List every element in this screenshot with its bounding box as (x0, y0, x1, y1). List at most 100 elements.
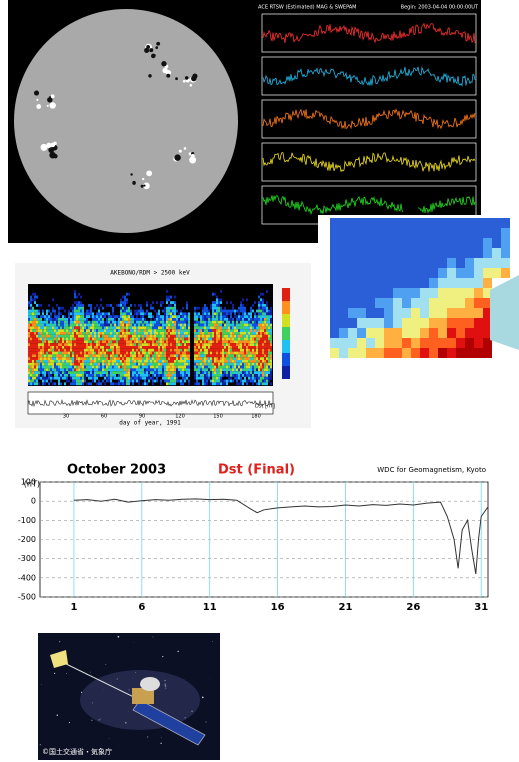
spectrogram-cell (46, 348, 48, 352)
spectrogram-cell (172, 326, 174, 330)
spectrogram-cell (68, 309, 70, 313)
spectrogram-cell (106, 379, 108, 383)
spectrogram-cell (46, 362, 48, 366)
spectrogram-cell (108, 365, 110, 369)
spectrogram-cell (214, 360, 216, 363)
spectrogram-cell (100, 304, 102, 307)
spectrogram-cell (78, 354, 80, 358)
spectrogram-cell (34, 318, 36, 321)
heat-cell (375, 328, 384, 338)
spectrogram-cell (108, 337, 110, 341)
spectrogram-cell (230, 334, 232, 338)
spectrogram-cell (30, 376, 32, 380)
spectrogram-cell (188, 318, 190, 321)
spectrogram-cell (40, 340, 42, 344)
spectrogram-cell (212, 329, 214, 332)
spectrogram-cell (100, 371, 102, 374)
spectrogram-cell (84, 351, 86, 355)
heat-cell (330, 348, 339, 358)
spectrogram-cell (248, 365, 250, 369)
spectrogram-cell (248, 351, 250, 355)
spectrogram-cell (94, 371, 96, 374)
spectrogram-cell (70, 312, 72, 316)
spectrogram-cell (86, 346, 88, 349)
spectrogram-cell (122, 357, 124, 360)
spectrogram-cell (206, 329, 208, 332)
spectrogram-cell (30, 354, 32, 358)
heat-cell (447, 298, 456, 308)
heat-cell (402, 228, 411, 238)
spectrogram-cell (152, 348, 154, 352)
spectrogram-cell (188, 365, 190, 369)
spectrogram-cell (88, 332, 90, 335)
spectrogram-cell (138, 376, 140, 380)
spectrogram-cell (164, 334, 166, 338)
spectrogram-cell (236, 343, 238, 346)
spectrogram-cell (162, 320, 164, 324)
spectrogram-cell (102, 337, 104, 341)
spectrogram-cell (64, 320, 66, 324)
spectrogram-cell (52, 326, 54, 330)
spectrogram-cell (106, 371, 108, 374)
spectrogram-cell (174, 326, 176, 330)
spectrogram-cell (150, 332, 152, 335)
spectrogram-cell (90, 354, 92, 358)
spectrogram-cell (104, 312, 106, 316)
spectrogram-cell (238, 354, 240, 358)
spectrogram-cell (50, 312, 52, 316)
spectrogram-cell (40, 332, 42, 335)
spectrogram-cell (164, 351, 166, 355)
spectrogram-cell (206, 337, 208, 341)
spectrogram-cell (220, 376, 222, 380)
heat-cell (339, 218, 348, 228)
spectrogram-cell (202, 354, 204, 358)
spectrogram-cell (222, 323, 224, 327)
star (56, 714, 59, 716)
spectrogram-cell (208, 312, 210, 316)
spectrogram-cell (72, 379, 74, 383)
spectrogram-cell (198, 332, 200, 335)
spectrogram-cell (66, 348, 68, 352)
spectrogram-cell (172, 368, 174, 372)
spectrogram-cell (108, 332, 110, 335)
heat-cell (474, 228, 483, 238)
spectrogram-cell (208, 376, 210, 380)
spectrogram-cell (118, 374, 120, 377)
spectrogram-cell (110, 374, 112, 377)
spectrogram-cell (232, 351, 234, 355)
spectrogram-cell (250, 320, 252, 324)
spectrogram-cell (84, 337, 86, 341)
spectrogram-cell (170, 360, 172, 363)
spectrogram-cell (148, 329, 150, 332)
spectrogram-cell (226, 371, 228, 374)
spectrogram-cell (204, 382, 206, 386)
spectrogram-cell (252, 334, 254, 338)
spectrogram-cell (56, 332, 58, 335)
spectrogram-cell (128, 318, 130, 321)
spectrogram-cell (146, 320, 148, 324)
heat-cell (465, 278, 474, 288)
spectrogram-cell (148, 365, 150, 369)
spectrogram-cell (72, 315, 74, 318)
spectrogram-cell (208, 354, 210, 358)
spectrogram-cell (130, 374, 132, 377)
spectrogram-cell (220, 360, 222, 363)
heat-cell (465, 298, 474, 308)
spectrogram-cell (148, 323, 150, 327)
spectrogram-cell (40, 326, 42, 330)
heat-cell (483, 328, 492, 338)
spectrogram-cell (120, 376, 122, 380)
spectrogram-cell (82, 340, 84, 344)
spectrogram-cell (166, 348, 168, 352)
heat-cell (348, 228, 357, 238)
spectrogram-cell (254, 371, 256, 374)
spectrogram-cell (136, 346, 138, 349)
heat-cell (402, 288, 411, 298)
spectrogram-cell (40, 329, 42, 332)
heat-cell (474, 348, 483, 358)
spectrogram-cell (176, 371, 178, 374)
spectrogram-cell (104, 329, 106, 332)
spectrogram-cell (234, 340, 236, 344)
spectrogram-cell (252, 318, 254, 321)
spectrogram-cell (130, 357, 132, 360)
